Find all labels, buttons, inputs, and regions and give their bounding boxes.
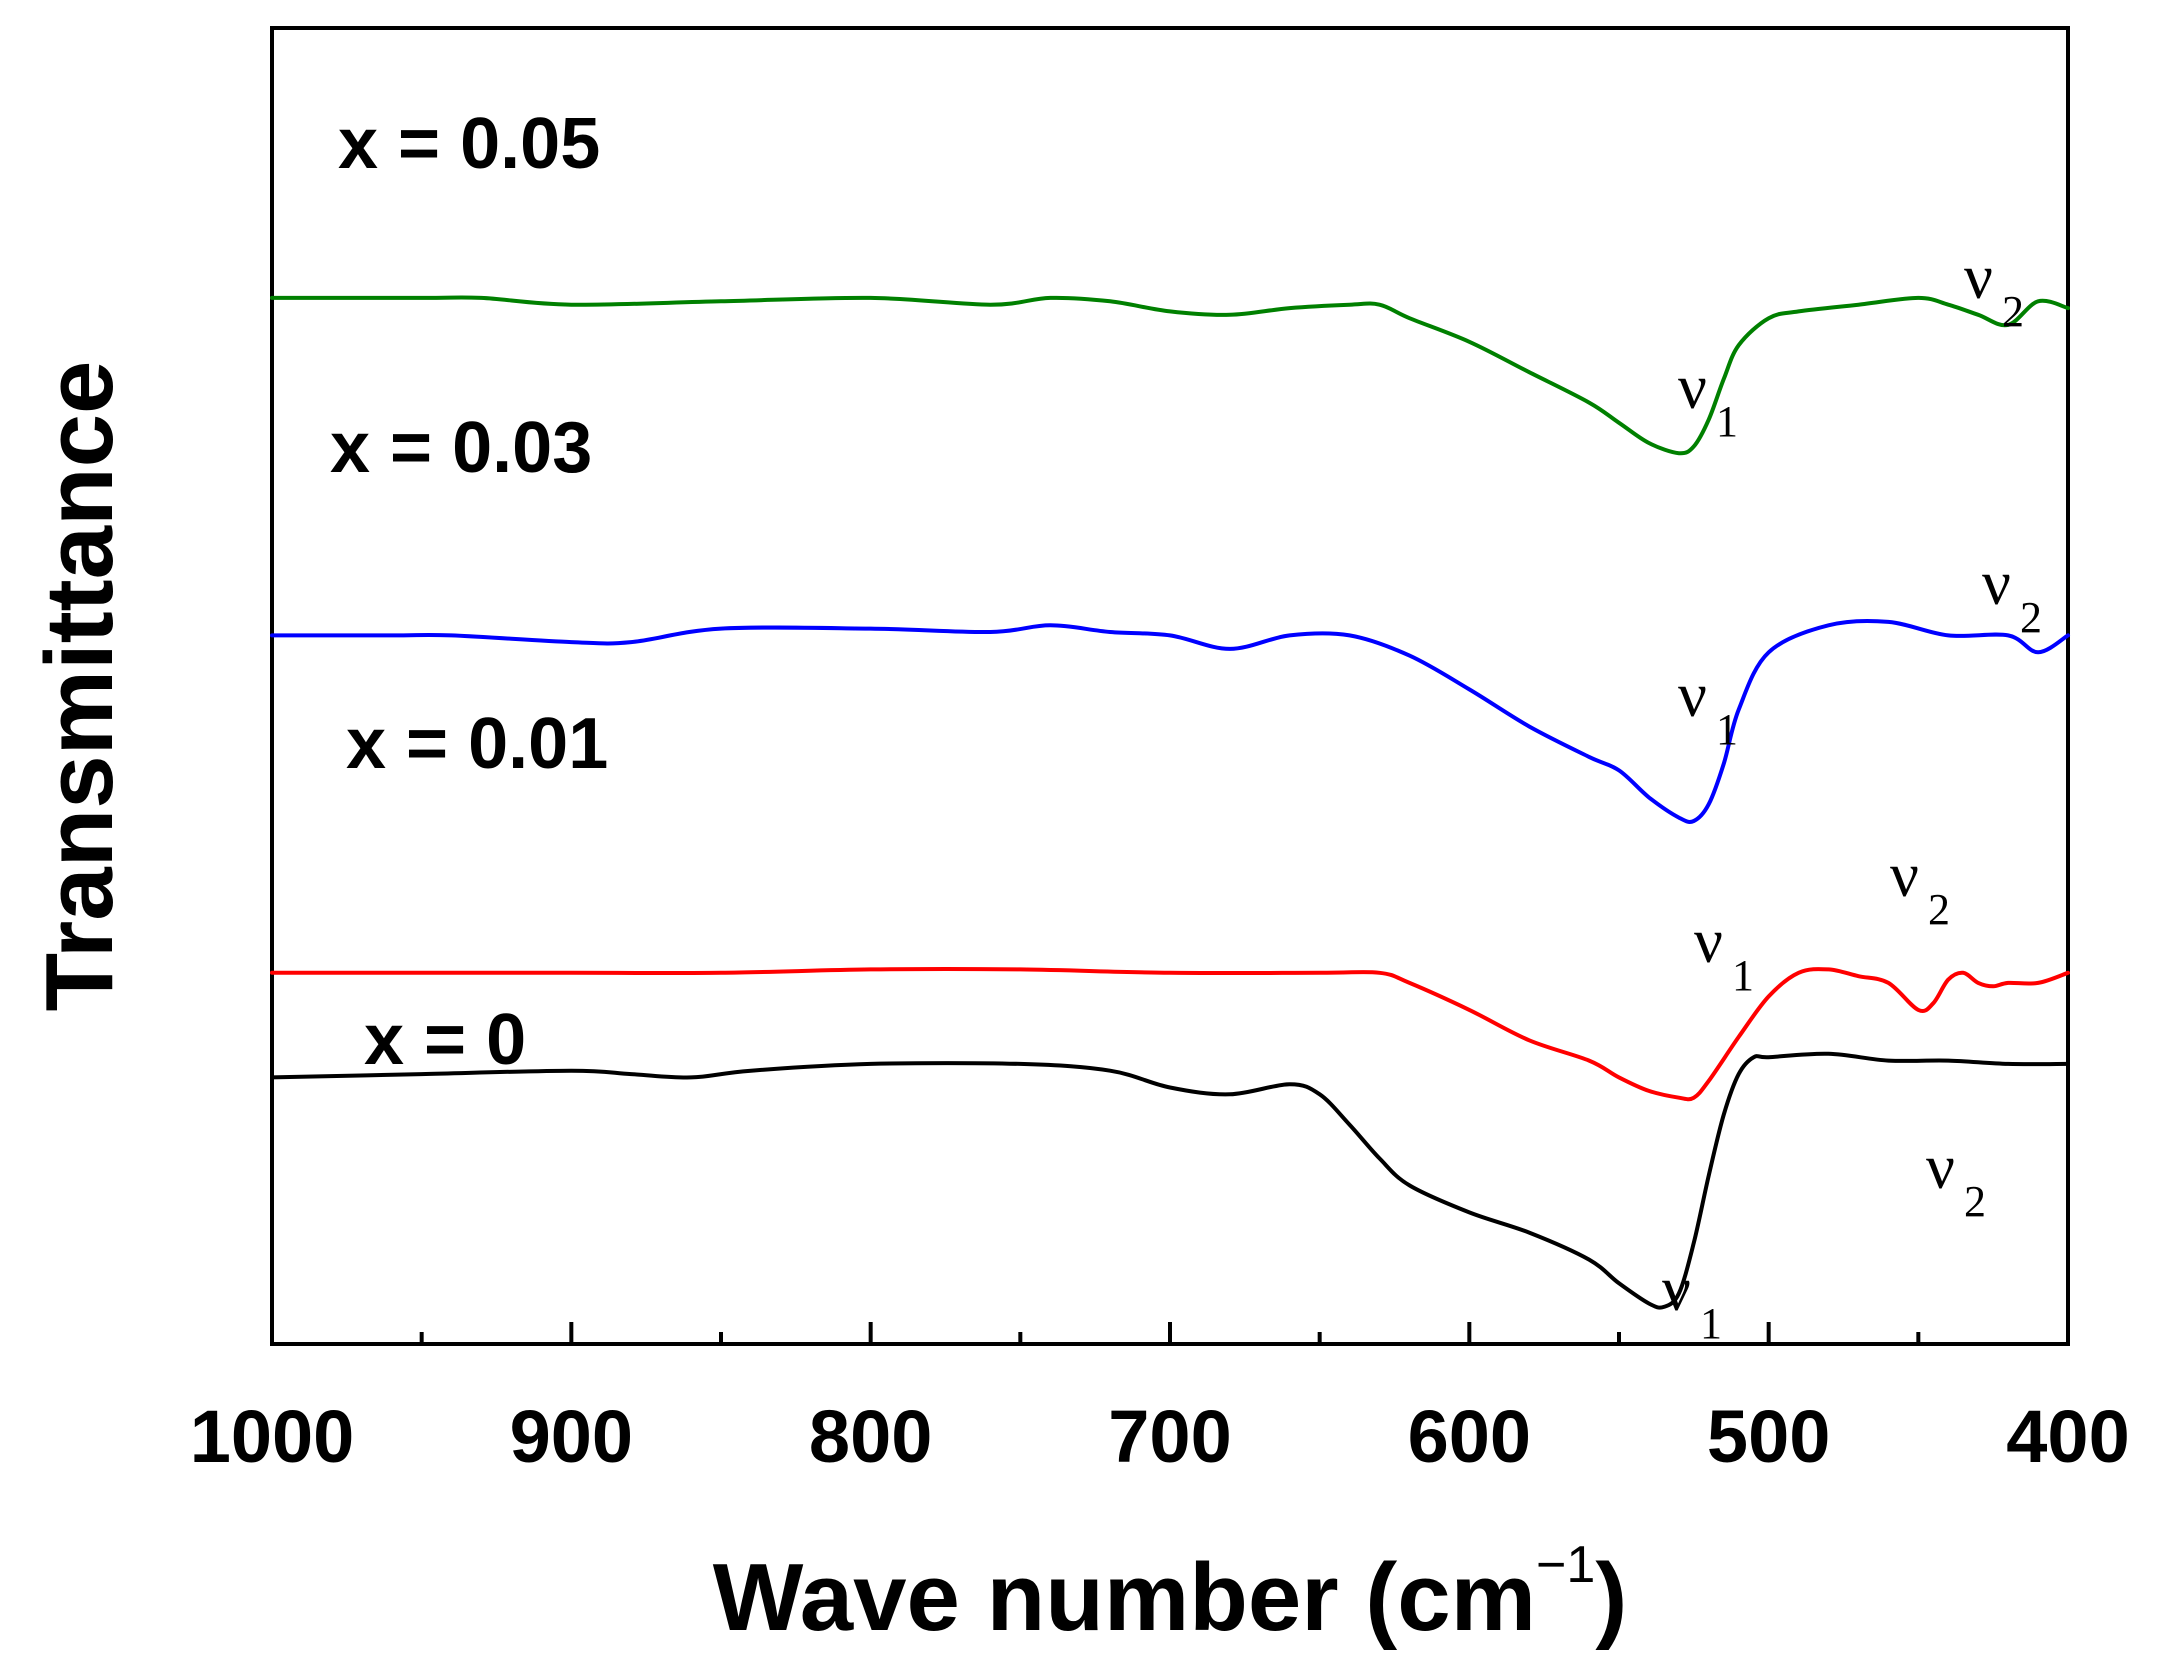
svg-text:1: 1 xyxy=(1716,397,1738,446)
x-tick-label-900: 900 xyxy=(510,1395,633,1478)
peak-label-v2-x001: ν 2 xyxy=(1890,839,1950,934)
peak-label-v1-x005: ν 1 xyxy=(1678,351,1738,446)
y-axis-title: Transmittance xyxy=(26,361,133,1012)
plot-frame xyxy=(270,26,2070,1346)
svg-text:1: 1 xyxy=(1716,705,1738,754)
series-label-x0: x = 0 xyxy=(364,1000,526,1080)
x-axis-title-sup: −1 xyxy=(1536,1536,1595,1594)
svg-text:ν: ν xyxy=(1982,547,2011,618)
svg-text:ν: ν xyxy=(1926,1131,1955,1202)
peak-label-v2-x005: ν 2 xyxy=(1964,241,2024,336)
series-line-x001 xyxy=(270,967,2070,1102)
x-axis-title-close: ) xyxy=(1595,1544,1627,1651)
x-axis-title: Wave number (cm−1) xyxy=(713,1536,1628,1651)
series-label-x001: x = 0.01 xyxy=(346,704,608,784)
x-tick-label-400: 400 xyxy=(2006,1395,2129,1478)
x-tick-label-600: 600 xyxy=(1408,1395,1531,1478)
peak-label-v2-x0: ν 2 xyxy=(1926,1131,1986,1226)
svg-text:2: 2 xyxy=(1964,1177,1986,1226)
series-label-x003: x = 0.03 xyxy=(330,408,592,488)
svg-text:ν: ν xyxy=(1890,839,1919,910)
x-tick-label-700: 700 xyxy=(1108,1395,1231,1478)
x-tick-label-1000: 1000 xyxy=(190,1395,355,1478)
svg-text:2: 2 xyxy=(2020,593,2042,642)
svg-text:2: 2 xyxy=(2002,287,2024,336)
svg-text:ν: ν xyxy=(1662,1253,1691,1324)
svg-text:ν: ν xyxy=(1694,905,1723,976)
x-axis-tick-labels: 1000 900 800 700 600 500 400 xyxy=(190,1395,2130,1478)
series-line-x005 xyxy=(270,295,2070,456)
svg-text:2: 2 xyxy=(1928,885,1950,934)
series-line-x0 xyxy=(270,1051,2070,1310)
series-group xyxy=(270,295,2070,1310)
x-axis-ticks xyxy=(270,1322,2070,1344)
svg-text:ν: ν xyxy=(1964,241,1993,312)
peak-label-v2-x003: ν 2 xyxy=(1982,547,2042,642)
svg-text:1: 1 xyxy=(1700,1299,1722,1348)
peak-label-v1-x001: ν 1 xyxy=(1694,905,1754,1000)
x-tick-label-500: 500 xyxy=(1707,1395,1830,1478)
series-line-x003 xyxy=(270,618,2070,824)
svg-text:1: 1 xyxy=(1732,951,1754,1000)
peak-label-v1-x003: ν 1 xyxy=(1678,659,1738,754)
x-axis-title-main: Wave number (cm xyxy=(713,1544,1536,1651)
svg-text:ν: ν xyxy=(1678,351,1707,422)
svg-text:ν: ν xyxy=(1678,659,1707,730)
x-tick-label-800: 800 xyxy=(809,1395,932,1478)
peak-label-v1-x0: ν 1 xyxy=(1662,1253,1722,1348)
series-label-x005: x = 0.05 xyxy=(338,104,600,184)
